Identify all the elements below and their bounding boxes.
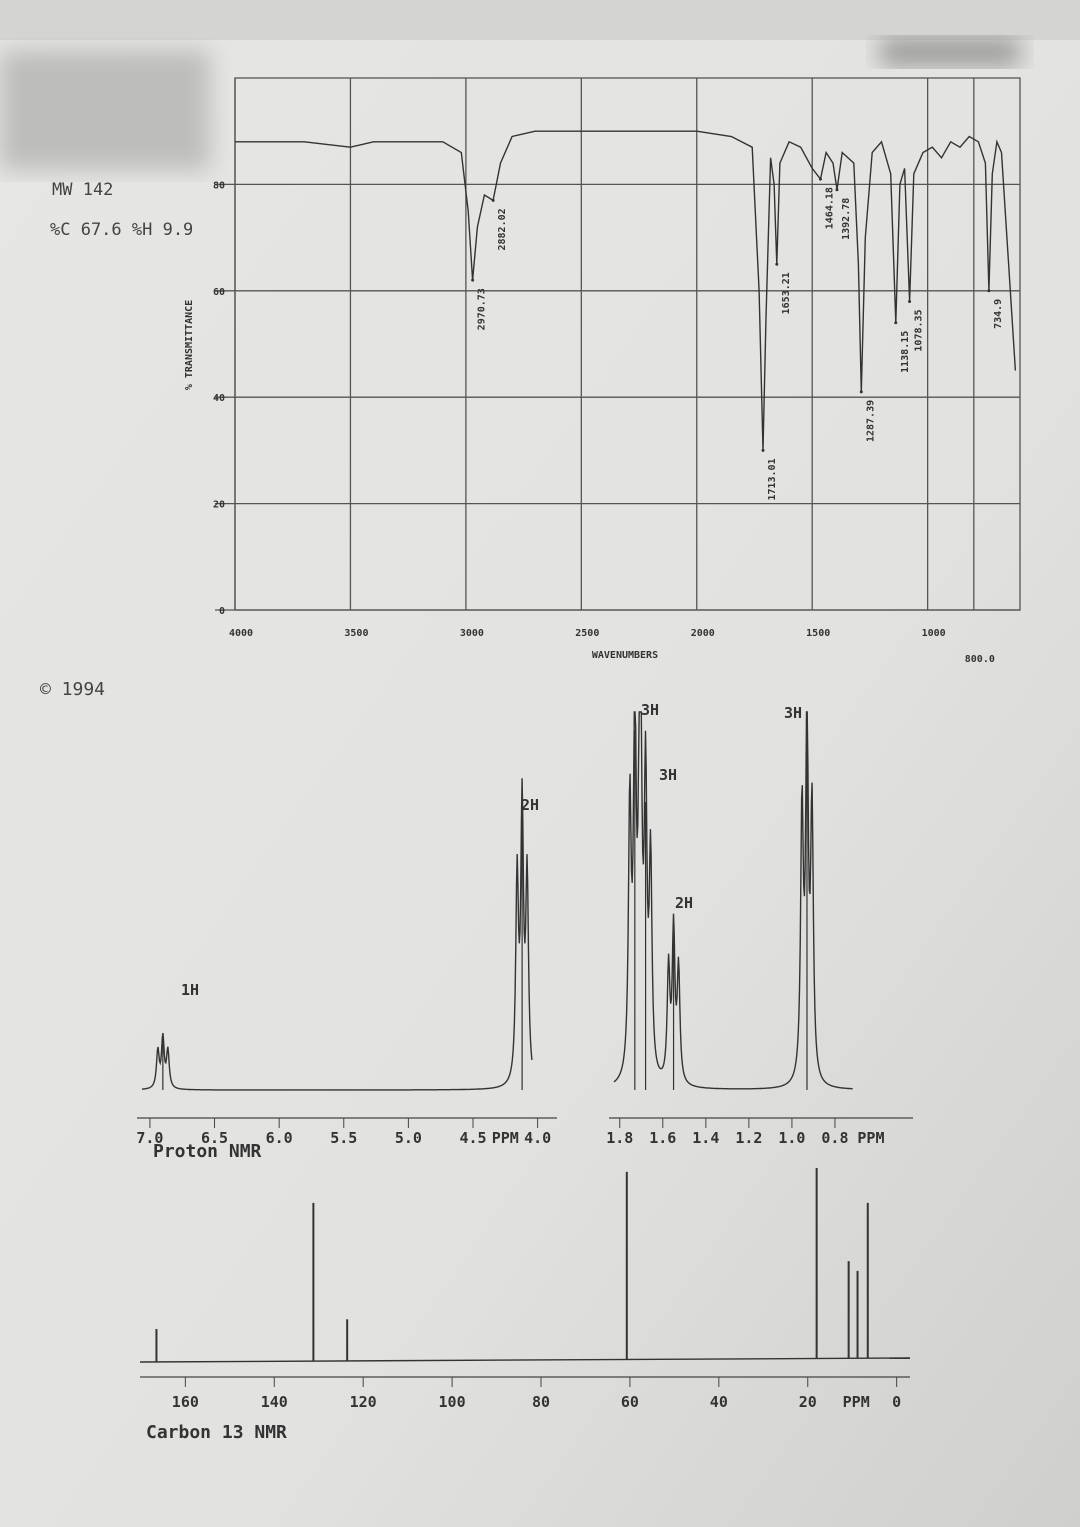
x-tick-label: 5.5 [330, 1129, 357, 1147]
unit-label: PPM [843, 1393, 870, 1411]
baseline [139, 1357, 911, 1363]
peak-label: 1287.39 [865, 400, 876, 442]
peak-marker [491, 198, 495, 202]
peak-label: 1653.21 [781, 272, 792, 314]
x-tick-label: 100 [439, 1393, 466, 1411]
peak-label: 1078.35 [914, 309, 925, 351]
x-tick-label: 800.0 [965, 654, 995, 665]
x-tick-label: 1000 [922, 628, 946, 639]
x-tick-label: 4.0 [524, 1129, 551, 1147]
peak-marker [775, 262, 779, 266]
y-tick-label: 40 [213, 393, 225, 404]
peak-marker [471, 278, 475, 282]
x-tick-label: 1.0 [778, 1129, 805, 1147]
redacted-area [0, 50, 210, 170]
peak-label: 2882.02 [497, 208, 508, 250]
integration-label: 2H [675, 894, 693, 912]
x-tick-label: 160 [172, 1393, 199, 1411]
peak-marker [859, 390, 863, 394]
unit-label: PPM [492, 1129, 519, 1147]
x-tick-label: 120 [350, 1393, 377, 1411]
peak-marker [908, 299, 912, 303]
x-tick-label: 6.5 [201, 1129, 228, 1147]
y-tick-label: 0 [219, 606, 225, 617]
y-tick-label: 60 [213, 287, 225, 298]
peak-label: 1713.01 [767, 458, 778, 500]
x-axis-label: WAVENUMBERS [592, 650, 658, 661]
peak-marker [761, 448, 765, 452]
peak-marker [818, 177, 822, 181]
x-tick-label: 2500 [575, 628, 599, 639]
x-tick-label: 1500 [806, 628, 830, 639]
redacted-area [880, 38, 1020, 66]
integration-label: 2H [521, 796, 539, 814]
x-tick-label: 4000 [229, 628, 253, 639]
paper-edge [0, 0, 1080, 40]
x-tick-label: 140 [261, 1393, 288, 1411]
y-tick-label: 80 [213, 180, 225, 191]
x-tick-label: 4.5 [459, 1129, 486, 1147]
x-tick-label: 60 [621, 1393, 639, 1411]
x-tick-label: 0.8 [821, 1129, 848, 1147]
x-tick-label: 3500 [344, 628, 368, 639]
integration-label: 3H [659, 766, 677, 784]
peak-label: 734.9 [993, 299, 1004, 329]
proton-trace [141, 778, 533, 1091]
x-tick-label: 20 [799, 1393, 817, 1411]
peak-label: 1392.78 [841, 198, 852, 240]
peak-marker [987, 289, 991, 293]
peak-label: 2970.73 [477, 288, 488, 330]
x-tick-label: 5.0 [395, 1129, 422, 1147]
unit-label: PPM [857, 1129, 884, 1147]
spectrum-title: Proton NMR [153, 1141, 262, 1162]
x-tick-label: 3000 [460, 628, 484, 639]
integration-label: 3H [784, 704, 802, 722]
integration-label: 1H [181, 981, 199, 999]
x-tick-label: 1.8 [606, 1129, 633, 1147]
copyright: © 1994 [40, 679, 105, 700]
peak-marker [835, 188, 839, 192]
y-tick-label: 20 [213, 500, 225, 511]
x-tick-label: 1.4 [692, 1129, 719, 1147]
x-tick-label: 40 [710, 1393, 728, 1411]
proton-trace [613, 711, 853, 1090]
composition: %C 67.6 %H 9.9 [50, 220, 193, 240]
x-tick-label: 0 [892, 1393, 901, 1411]
peak-marker [894, 321, 898, 325]
x-tick-label: 2000 [691, 628, 715, 639]
x-tick-label: 1.6 [649, 1129, 676, 1147]
peak-label: 1138.15 [900, 331, 911, 373]
x-tick-label: 80 [532, 1393, 550, 1411]
peak-label: 1464.18 [824, 187, 835, 229]
x-tick-label: 6.0 [266, 1129, 293, 1147]
x-tick-label: 7.0 [136, 1129, 163, 1147]
spectrum-title: Carbon 13 NMR [146, 1422, 287, 1443]
molecular-weight: MW 142 [52, 180, 113, 200]
integration-label: 3H [641, 701, 659, 719]
x-tick-label: 1.2 [735, 1129, 762, 1147]
y-axis-label: % TRANSMITTANCE [184, 300, 195, 390]
